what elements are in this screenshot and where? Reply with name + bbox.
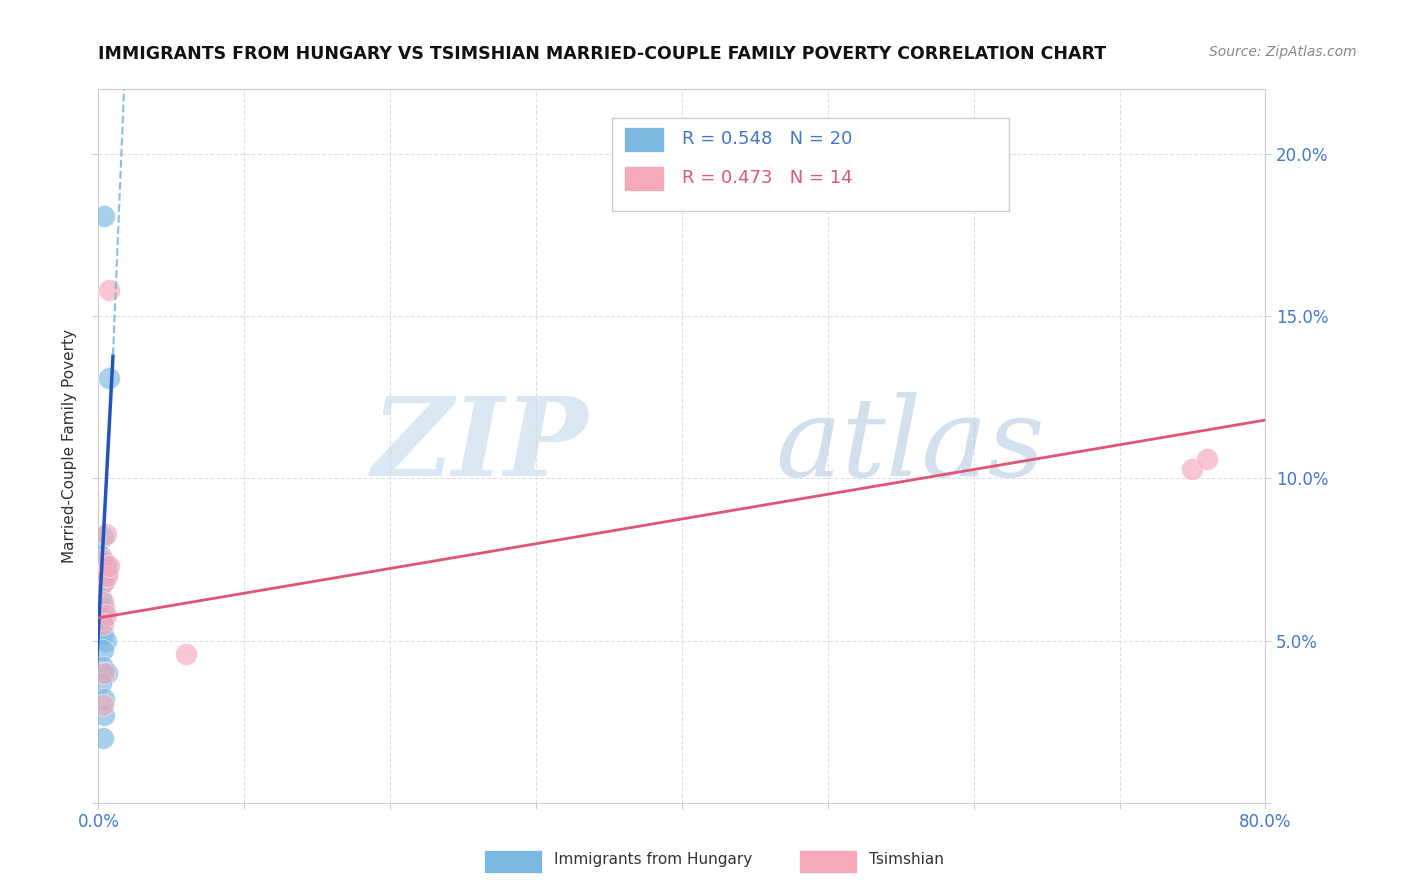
Text: Immigrants from Hungary: Immigrants from Hungary [554,853,752,867]
FancyBboxPatch shape [799,850,858,872]
Point [90,549,112,564]
Point [91,643,114,657]
Point [94,526,117,541]
Point [97,283,120,297]
Point [94,607,117,622]
FancyBboxPatch shape [484,850,541,872]
Point [94,559,117,574]
Point [90,675,112,690]
FancyBboxPatch shape [612,118,1008,211]
FancyBboxPatch shape [624,166,665,191]
Point [93,692,115,706]
Point [91,611,114,625]
Point [93,601,115,615]
Text: R = 0.548   N = 20: R = 0.548 N = 20 [682,130,852,148]
Point [90,591,112,606]
Point [93,556,115,570]
Point [91,530,114,544]
Text: IMMIGRANTS FROM HUNGARY VS TSIMSHIAN MARRIED-COUPLE FAMILY POVERTY CORRELATION C: IMMIGRANTS FROM HUNGARY VS TSIMSHIAN MAR… [98,45,1107,62]
Point [174,647,197,661]
Point [91,659,114,673]
Point [97,559,120,574]
Point [91,595,114,609]
Text: Source: ZipAtlas.com: Source: ZipAtlas.com [1209,45,1357,59]
Point [94,633,117,648]
Point [91,627,114,641]
Point [91,731,114,745]
Point [1181,461,1204,475]
Point [93,209,115,223]
Point [96,666,118,681]
Point [1195,452,1218,467]
Point [93,666,115,681]
Point [91,617,114,632]
Point [91,552,114,566]
Y-axis label: Married-Couple Family Poverty: Married-Couple Family Poverty [62,329,77,563]
Point [91,698,114,713]
Text: R = 0.473   N = 14: R = 0.473 N = 14 [682,169,852,187]
Point [97,371,120,385]
Point [93,575,115,590]
Text: Tsimshian: Tsimshian [869,853,943,867]
Point [96,566,118,580]
Point [93,708,115,723]
Point [96,568,118,582]
Text: ZIP: ZIP [373,392,589,500]
Text: atlas: atlas [775,392,1045,500]
FancyBboxPatch shape [624,127,665,152]
Point [91,575,114,590]
